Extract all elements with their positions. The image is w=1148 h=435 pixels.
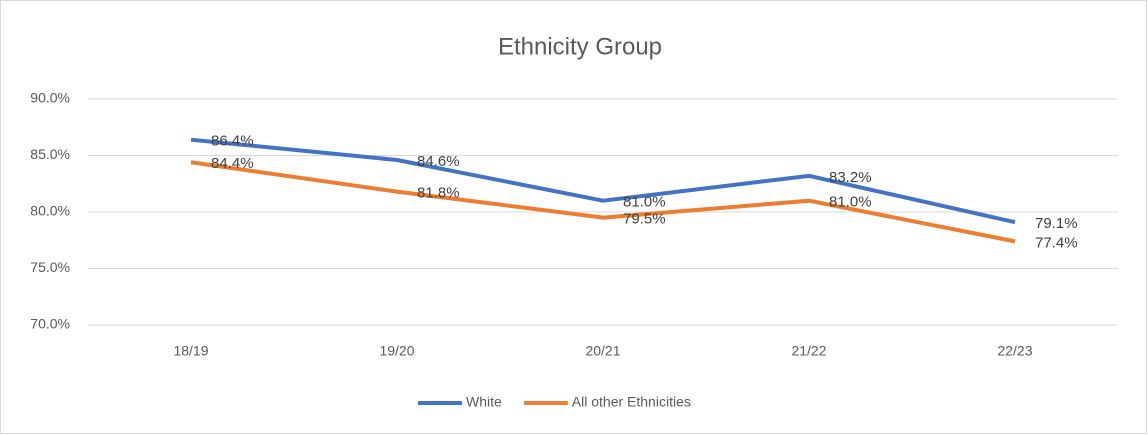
data-label: 84.6% (417, 153, 460, 170)
legend-label: White (466, 394, 502, 410)
data-label: 77.4% (1035, 234, 1078, 251)
x-tick-label: 20/21 (585, 343, 620, 359)
data-label: 86.4% (211, 133, 254, 150)
x-tick-label: 18/19 (173, 343, 208, 359)
x-tick-label: 22/23 (997, 343, 1032, 359)
legend-label: All other Ethnicities (572, 394, 691, 410)
data-label: 81.0% (623, 194, 666, 211)
series-line (190, 160, 1016, 244)
y-tick-label: 75.0% (30, 259, 70, 275)
data-label: 84.4% (211, 155, 254, 172)
chart-title: Ethnicity Group (498, 33, 662, 60)
y-tick-label: 85.0% (30, 146, 70, 162)
y-tick-label: 80.0% (30, 203, 70, 219)
data-label: 79.1% (1035, 215, 1078, 232)
data-label: 81.8% (417, 185, 460, 202)
x-tick-label: 19/20 (379, 343, 414, 359)
data-label: 79.5% (623, 211, 666, 228)
x-tick-label: 21/22 (791, 343, 826, 359)
y-tick-label: 70.0% (30, 316, 70, 332)
data-label: 83.2% (829, 169, 872, 186)
series-line (190, 137, 1016, 225)
y-tick-label: 90.0% (30, 90, 70, 106)
data-label: 81.0% (829, 194, 872, 211)
